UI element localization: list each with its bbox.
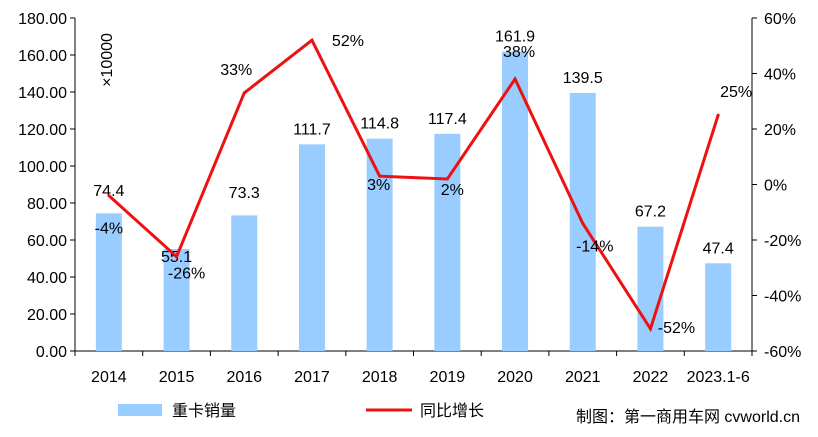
left-tick-label: 180.00 bbox=[18, 11, 67, 28]
left-tick-label: 0.00 bbox=[36, 344, 67, 361]
bar bbox=[434, 133, 461, 351]
right-tick-label: -20% bbox=[764, 233, 801, 250]
left-tick-label: 100.00 bbox=[18, 159, 67, 176]
unit-label: ×10000 bbox=[99, 33, 116, 87]
growth-point bbox=[648, 327, 652, 331]
growth-point bbox=[378, 174, 382, 178]
right-tick-label: 20% bbox=[764, 122, 796, 139]
legend-label-bars: 重卡销量 bbox=[172, 402, 236, 420]
bar-value-label: 74.4 bbox=[93, 183, 124, 200]
bar-value-label: 139.5 bbox=[563, 70, 603, 87]
bar bbox=[502, 51, 529, 352]
growth-value-label: -4% bbox=[95, 221, 123, 238]
bar-value-label: 47.4 bbox=[703, 240, 734, 257]
legend-label-line: 同比增长 bbox=[420, 402, 484, 420]
growth-point bbox=[107, 194, 111, 198]
left-tick-label: 120.00 bbox=[18, 122, 67, 139]
left-tick-label: 140.00 bbox=[18, 85, 67, 102]
x-tick-label: 2020 bbox=[497, 369, 533, 386]
bar-value-label: 114.8 bbox=[360, 116, 399, 133]
right-tick-label: -60% bbox=[764, 344, 801, 361]
growth-point bbox=[310, 38, 314, 42]
x-tick-label: 2018 bbox=[362, 369, 398, 386]
growth-value-label: 52% bbox=[332, 33, 364, 50]
legend-swatch-bars bbox=[118, 404, 162, 416]
bar-value-label: 73.3 bbox=[229, 185, 260, 202]
left-tick-label: 60.00 bbox=[27, 233, 67, 250]
left-tick-label: 20.00 bbox=[27, 307, 67, 324]
growth-point bbox=[716, 113, 720, 117]
growth-value-label: -14% bbox=[576, 238, 613, 255]
left-tick-label: 40.00 bbox=[27, 270, 67, 287]
bar bbox=[705, 263, 732, 351]
x-tick-label: 2022 bbox=[633, 369, 669, 386]
x-tick-label: 2017 bbox=[294, 369, 330, 386]
growth-value-label: 25% bbox=[720, 84, 752, 101]
growth-point bbox=[513, 77, 517, 81]
growth-value-label: 33% bbox=[220, 62, 252, 79]
bar bbox=[163, 249, 190, 351]
growth-point bbox=[445, 177, 449, 181]
x-tick-label: 2021 bbox=[565, 369, 601, 386]
left-tick-label: 80.00 bbox=[27, 196, 67, 213]
growth-line bbox=[107, 37, 720, 333]
bar bbox=[231, 215, 258, 351]
x-tick-label: 2014 bbox=[91, 369, 127, 386]
growth-value-label: 38% bbox=[503, 44, 535, 61]
right-tick-label: 0% bbox=[764, 178, 787, 195]
right-tick-label: -40% bbox=[764, 289, 801, 306]
credit-text: 制图：第一商用车网 cvworld.cn bbox=[576, 408, 800, 426]
bar-value-label: 67.2 bbox=[635, 204, 666, 221]
x-tick-label: 2023.1-6 bbox=[687, 369, 750, 386]
bar-value-label: 117.4 bbox=[428, 111, 467, 128]
growth-value-label: 3% bbox=[367, 177, 390, 194]
bar bbox=[366, 138, 393, 351]
bar-value-label: 111.7 bbox=[293, 121, 331, 138]
left-tick-label: 160.00 bbox=[18, 48, 67, 65]
bar bbox=[298, 144, 325, 351]
x-tick-label: 2016 bbox=[226, 369, 262, 386]
right-tick-label: 40% bbox=[764, 67, 796, 84]
growth-value-label: -52% bbox=[658, 320, 695, 337]
x-tick-label: 2019 bbox=[430, 369, 466, 386]
growth-point bbox=[242, 91, 246, 95]
bar-value-label: 161.9 bbox=[495, 28, 535, 45]
growth-point bbox=[581, 221, 585, 225]
bar bbox=[95, 213, 122, 351]
x-tick-label: 2015 bbox=[159, 369, 195, 386]
growth-value-label: 2% bbox=[441, 182, 464, 199]
right-tick-label: 60% bbox=[764, 11, 796, 28]
growth-value-label: -26% bbox=[168, 266, 205, 283]
growth-point bbox=[175, 255, 179, 259]
